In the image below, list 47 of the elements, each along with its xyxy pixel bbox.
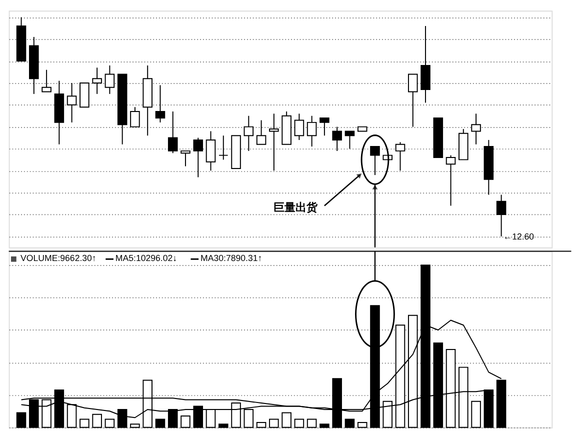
legend-label: MA5:10296.02↓ [115, 253, 178, 264]
candlestick [180, 150, 190, 167]
bar [180, 415, 190, 428]
bar [16, 412, 26, 428]
candlestick [320, 118, 330, 136]
candlestick [104, 64, 115, 94]
candlestick [155, 84, 166, 123]
candlestick [370, 146, 380, 176]
candlestick [66, 82, 77, 123]
bar [320, 424, 330, 428]
candlestick [306, 115, 317, 148]
candlestick [269, 113, 279, 172]
candlestick [244, 115, 254, 152]
candlestick [496, 194, 506, 237]
candlestick [130, 106, 140, 128]
candlestick [206, 130, 216, 172]
annotation: 巨量出货 [273, 200, 318, 214]
annotation: ←12.60 [503, 231, 534, 242]
candlestick [92, 67, 102, 94]
candlestick [42, 69, 52, 92]
candlestick [294, 113, 304, 140]
legend-label: MA30:7890.31↑ [200, 253, 262, 264]
bar [92, 414, 102, 428]
candlestick [168, 110, 178, 154]
bar [306, 418, 317, 428]
legend-label: VOLUME:9662.30↑ [20, 253, 96, 264]
bar [104, 418, 115, 428]
bar [344, 418, 355, 428]
bar [218, 424, 228, 428]
bar [130, 424, 140, 428]
candlestick [471, 113, 481, 145]
candlestick [332, 126, 342, 152]
candlestick [408, 74, 418, 128]
candlestick [193, 137, 204, 178]
bar [282, 412, 292, 428]
bar [155, 418, 166, 428]
bar [80, 418, 90, 428]
candlestick [446, 154, 456, 206]
bar [256, 422, 266, 428]
bar [471, 400, 481, 428]
bar [357, 422, 368, 428]
candlestick [256, 120, 266, 145]
candlestick [395, 142, 406, 172]
candlestick [344, 130, 355, 150]
bar [294, 418, 304, 428]
candlestick [218, 135, 228, 160]
bar [269, 418, 279, 428]
